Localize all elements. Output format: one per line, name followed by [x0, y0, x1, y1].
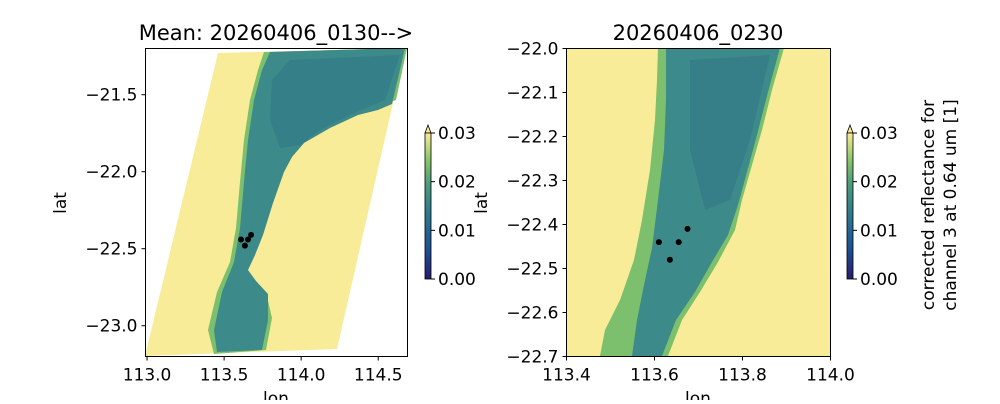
right-axes-frame [566, 48, 831, 357]
y-tick-label: −22.3 [506, 172, 558, 192]
x-tick-label: 114.0 [806, 366, 855, 386]
x-tick-label: 114.5 [354, 366, 403, 386]
y-tick-label: −22.2 [506, 128, 558, 148]
right-image [566, 48, 830, 356]
right-panel: 113.4 113.6 113.8 114.0 −22.0 −22.1 −22.2 −22.… [506, 21, 961, 404]
left-image [145, 48, 407, 356]
y-tick-label: −22.0 [506, 40, 558, 60]
marker-point [655, 239, 662, 246]
colorbar-tick-label: 0.01 [438, 221, 476, 241]
x-tick-label: 113.4 [542, 366, 591, 386]
marker-point [666, 256, 673, 263]
y-tick-label: −21.5 [85, 86, 137, 106]
marker-point [684, 225, 691, 232]
right-title: 20260406_0230 [613, 21, 784, 46]
colorbar-tick-label: 0.01 [860, 221, 898, 241]
water-area [214, 48, 405, 352]
right-colorbar-arrow [846, 123, 854, 134]
marker-point [241, 242, 248, 249]
left-axes-frame [145, 48, 408, 357]
y-tick-label: −22.0 [85, 163, 137, 183]
right-colorbar-label-line2: channel 3 at 0.64 um [1] [941, 99, 961, 310]
left-title: Mean: 20260406_0130--> [139, 21, 414, 46]
colorbar-tick-label: 0.02 [438, 173, 476, 193]
left-panel: 113.0 113.5 114.0 114.5 −21.5 −22.0 −22.5 −23.… [51, 21, 492, 404]
y-tick-label: −22.5 [506, 260, 558, 280]
right-xlabel: lon [685, 389, 711, 400]
right-colorbar [846, 132, 854, 280]
marker-point [238, 236, 245, 243]
colorbar-tick-label: 0.00 [438, 270, 476, 290]
x-tick-label: 113.5 [200, 366, 249, 386]
left-colorbar-label: lat [472, 192, 492, 214]
left-colorbar [424, 132, 432, 280]
marker-point [244, 236, 251, 243]
y-tick-label: −22.6 [506, 304, 558, 324]
marker-point [248, 231, 255, 238]
water-deep [690, 55, 770, 210]
y-tick-label: −22.7 [506, 348, 558, 368]
y-tick-label: −22.1 [506, 84, 558, 104]
x-tick-label: 113.8 [718, 366, 767, 386]
x-tick-label: 113.6 [630, 366, 679, 386]
marker-point [675, 239, 682, 246]
right-colorbar-label-line1: corrected reflectance for [919, 100, 939, 310]
left-ylabel: lat [51, 192, 71, 214]
swath-land [145, 48, 407, 356]
colorbar-tick-label: 0.03 [860, 124, 898, 144]
colorbar-tick-label: 0.00 [860, 270, 898, 290]
y-tick-label: −22.5 [85, 240, 137, 260]
y-tick-label: −22.4 [506, 216, 558, 236]
left-colorbar-arrow [424, 123, 432, 134]
water-deep [270, 55, 400, 148]
y-tick-label: −23.0 [85, 317, 137, 337]
colorbar-tick-label: 0.02 [860, 173, 898, 193]
x-tick-label: 114.0 [277, 366, 326, 386]
left-xlabel: lon [263, 389, 289, 400]
x-tick-label: 113.0 [123, 366, 172, 386]
colorbar-tick-label: 0.03 [438, 124, 476, 144]
